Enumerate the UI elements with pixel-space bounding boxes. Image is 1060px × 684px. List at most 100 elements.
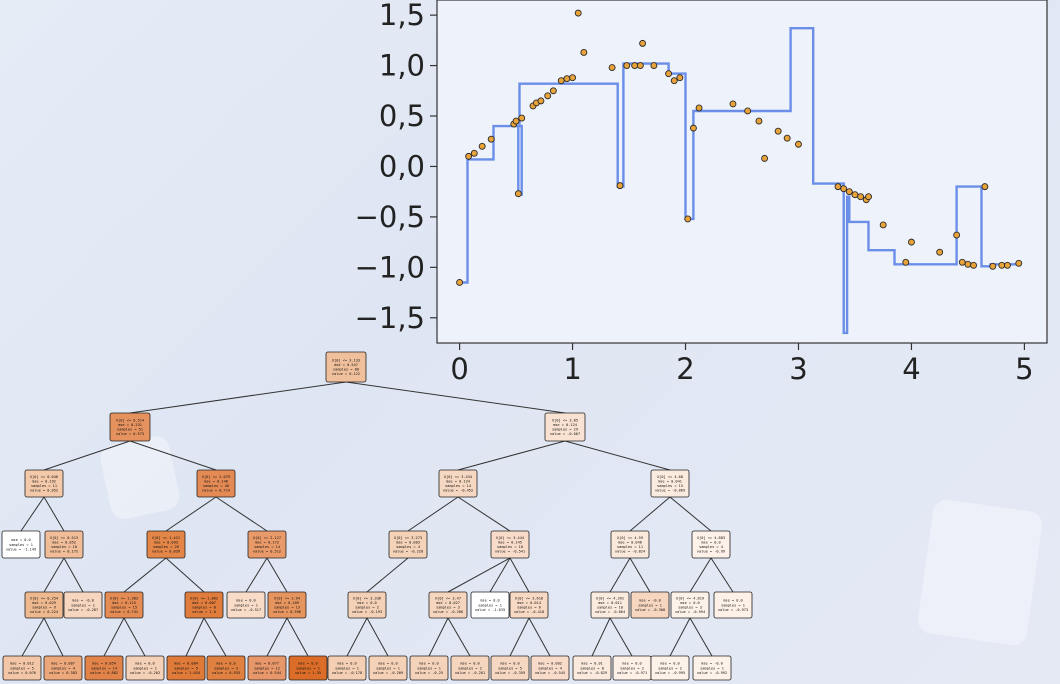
tree-node-text: samples = 9 <box>32 606 56 610</box>
tree-node-text: mse = 0.007 <box>51 662 75 666</box>
tree-node-text: value = -0.25 <box>415 671 443 675</box>
tree-node-text: value = -0.973 <box>718 608 748 612</box>
scatter-point <box>840 185 848 193</box>
tree-node-text: value = 0.122 <box>332 372 360 376</box>
tree-node-box <box>247 530 287 559</box>
scatter-point <box>549 87 557 95</box>
tree-node-text: samples = 2 <box>658 666 682 670</box>
scatter-point <box>574 9 582 17</box>
tree-node-box <box>24 591 64 619</box>
tree-node-text: X[0] <= 2.94 <box>274 596 300 600</box>
tree-node-text: X[0] <= 0.254 <box>30 596 58 600</box>
scatter-point <box>795 140 802 148</box>
tree-node-text: samples = 2 <box>458 666 482 670</box>
tree-node-text: mse = 0.0 <box>378 662 397 666</box>
tree-node-text: X[0] <= 0.046 <box>30 475 58 479</box>
scatter-point <box>650 62 658 70</box>
tree-node-text: mse = 0.007 <box>192 601 216 605</box>
tree-edge <box>43 617 64 657</box>
tree-node-text: X[0] <= 0.513 <box>50 536 78 540</box>
scatter-point <box>623 62 631 70</box>
tree-node-text: mse = 0.003 <box>396 541 420 545</box>
tree-node-text: X[0] <= 4.819 <box>676 596 704 600</box>
tree-node-box <box>247 655 287 681</box>
tree-node-text: samples = 13 <box>274 606 300 610</box>
tree-edge <box>428 617 449 657</box>
scatter-point <box>580 49 588 56</box>
scatter-point <box>907 238 915 246</box>
tree-edge <box>123 617 146 657</box>
tree-node-text: samples = 1 <box>296 666 320 670</box>
tree-node-text: samples = 14 <box>91 666 117 670</box>
tree-node-text: mse = 0.192 <box>32 480 56 484</box>
tree-node-box <box>691 530 731 559</box>
tree-node-box <box>347 591 387 619</box>
scatter-point <box>783 134 791 142</box>
tree-node-box <box>24 469 64 498</box>
tree-node-text: samples = 51 <box>117 428 143 432</box>
scatter-point <box>953 231 961 239</box>
scatter-point <box>879 221 887 229</box>
tree-node-text: value = 0.882 <box>90 671 118 675</box>
tree-node-text: samples = 1 <box>376 666 400 670</box>
tree-node-box <box>206 655 246 681</box>
tree-node-text: value = -0.869 <box>655 489 685 493</box>
tree-node-box <box>409 655 449 681</box>
tree-node-box <box>572 655 612 681</box>
tree-node-box <box>166 655 206 681</box>
step-plot: 1,5 1,0 0,5 0,0 −0,5 −1,0 −1,5 0 1 2 3 4 5 <box>355 0 1048 386</box>
tree-node-text: samples = 5 <box>498 666 522 670</box>
scatter-point <box>744 107 752 115</box>
tree-node-text: samples = 1 <box>71 603 95 607</box>
scatter-point <box>970 261 978 269</box>
x-tick-label: 0 <box>450 352 468 386</box>
tree-node-text: value = -0.864 <box>595 610 625 614</box>
tree-node-text: value = -0.545 <box>535 671 565 675</box>
tree-node-text: value = 0.596 <box>273 610 301 614</box>
tree-node-box <box>713 591 753 619</box>
tree-node-text: value = -0.829 <box>577 671 607 675</box>
tree-node-box <box>288 655 328 681</box>
tree-edge <box>509 557 530 593</box>
tree-edge <box>345 381 566 414</box>
tree-node-box <box>84 655 124 681</box>
tree-edge <box>43 557 65 593</box>
tree-node-text: samples = 26 <box>153 545 179 549</box>
tree-node-text: mse = -0.0 <box>72 599 94 603</box>
tree-node-text: samples = 1 <box>335 666 359 670</box>
tree-node-box <box>125 655 165 681</box>
tree-node-text: mse = 0.027 <box>436 601 460 605</box>
scatter-point <box>774 127 782 135</box>
tree-node-text: value = -0.995 <box>655 671 685 675</box>
tree-node-text: mse = 0.029 <box>32 601 56 605</box>
tree-node-text: mse = 0.0 <box>357 601 376 605</box>
tree-node-text: samples = 3 <box>436 606 460 610</box>
tree-node-box <box>184 591 224 619</box>
tree-node-text: samples = 5 <box>10 666 34 670</box>
tree-node-text: samples = 80 <box>333 368 359 372</box>
tree-node-text: samples = 29 <box>552 428 578 432</box>
tree-edge <box>165 496 217 532</box>
scatter-point <box>544 92 552 100</box>
tree-edge <box>509 617 530 657</box>
tree-node-text: value = -1.149 <box>6 547 36 551</box>
tree-node-box <box>146 530 186 559</box>
tree-node-text: samples = 10 <box>51 545 77 549</box>
tree-edge <box>43 440 131 471</box>
